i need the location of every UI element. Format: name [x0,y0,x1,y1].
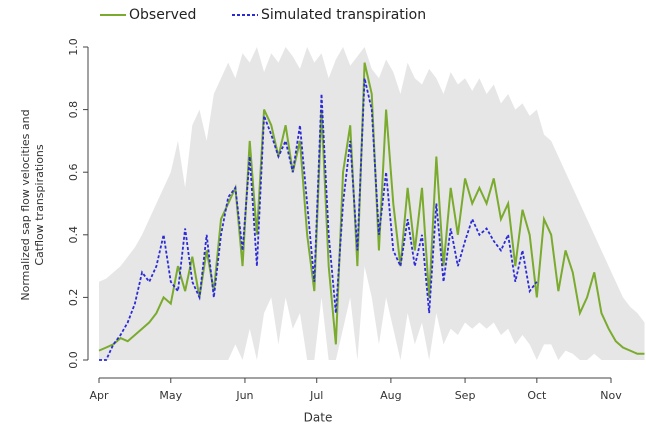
x-tick-label: May [159,389,182,402]
x-tick-label: Jun [235,389,253,402]
range-band [99,47,645,360]
legend-label: Simulated transpiration [261,7,426,23]
x-tick-label: Nov [600,389,622,402]
x-tick-label: Aug [380,389,401,402]
y-tick-label: 1.0 [67,38,80,56]
y-tick-label: 0.4 [67,226,80,244]
x-tick-label: Oct [527,389,547,402]
x-tick-label: Sep [455,389,476,402]
legend-label: Observed [129,7,196,23]
x-tick-label: Jul [309,389,323,402]
x-axis-label: Date [304,411,333,425]
x-tick-label: Apr [89,389,109,402]
y-tick-label: 0.6 [67,163,80,181]
y-tick-label: 0.0 [67,351,80,369]
y-axis-label-line: Catflow transpirations [33,144,46,266]
legend: Observed Simulated transpiration [100,7,426,23]
y-axis-label-line: Normalized sap flow velocities and [19,109,32,300]
y-tick-label: 0.2 [67,289,80,307]
y-tick-label: 0.8 [67,101,80,119]
y-axis-label: Normalized sap flow velocities and Catfl… [19,109,46,300]
series-line [99,78,538,361]
